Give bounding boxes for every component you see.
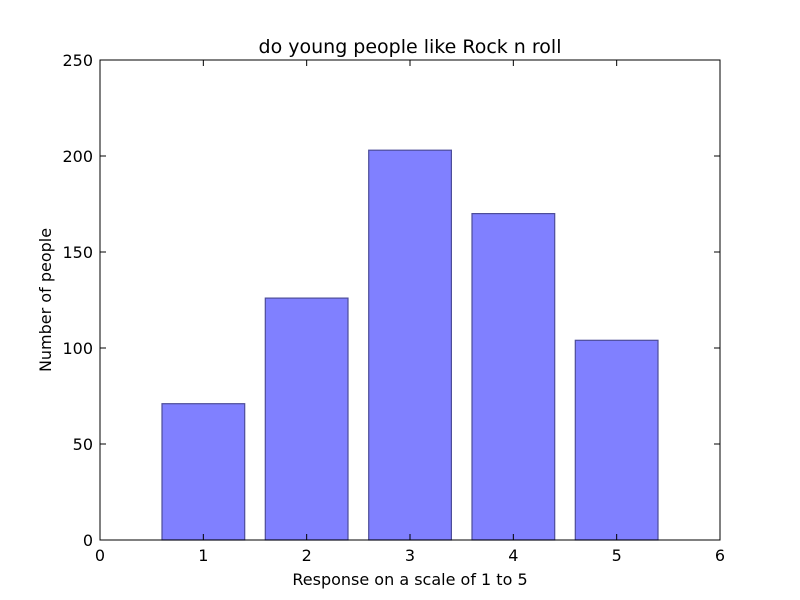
x-axis-label: Response on a scale of 1 to 5 <box>292 570 527 589</box>
y-tick-label-150: 150 <box>62 243 93 262</box>
bar-5 <box>574 339 659 541</box>
x-tick-label-4: 4 <box>508 546 518 565</box>
bar-1 <box>161 403 246 541</box>
y-tick-label-250: 250 <box>62 51 93 70</box>
y-axis-label: Number of people <box>36 228 55 372</box>
bar-4 <box>471 213 556 541</box>
bars-layer <box>161 149 659 541</box>
chart-title: do young people like Rock n roll <box>259 36 562 58</box>
x-tick-label-2: 2 <box>302 546 312 565</box>
y-tick-label-50: 50 <box>73 435 93 454</box>
ticks-layer: 0 1 2 3 4 5 6 0 50 100 150 200 250 <box>62 51 725 565</box>
x-tick-label-3: 3 <box>405 546 415 565</box>
y-tick-label-200: 200 <box>62 147 93 166</box>
x-tick-label-5: 5 <box>612 546 622 565</box>
x-tick-label-6: 6 <box>715 546 725 565</box>
bar-2 <box>264 297 349 541</box>
bar-3 <box>368 149 453 541</box>
x-tick-label-1: 1 <box>198 546 208 565</box>
y-tick-label-0: 0 <box>83 531 93 550</box>
y-tick-label-100: 100 <box>62 339 93 358</box>
x-tick-label-0: 0 <box>95 546 105 565</box>
